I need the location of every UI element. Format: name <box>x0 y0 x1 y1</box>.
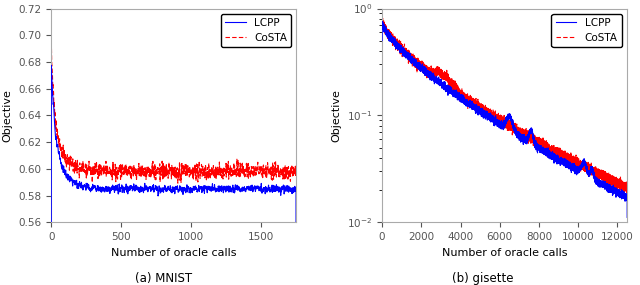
Y-axis label: Objective: Objective <box>332 89 341 142</box>
LCPP <box>125 186 133 189</box>
CoSTA <box>378 51 386 55</box>
LCPP <box>623 216 631 219</box>
LCPP <box>109 187 117 190</box>
CoSTA <box>292 168 300 171</box>
LCPP <box>47 64 55 67</box>
CoSTA <box>441 70 449 73</box>
LCPP <box>134 186 142 189</box>
X-axis label: Number of oracle calls: Number of oracle calls <box>442 248 568 258</box>
LCPP <box>505 113 513 116</box>
CoSTA <box>505 123 513 126</box>
LCPP <box>441 84 449 87</box>
Legend: LCPP, CoSTA: LCPP, CoSTA <box>221 14 291 47</box>
CoSTA <box>379 17 387 20</box>
CoSTA <box>446 80 454 84</box>
X-axis label: Number of oracle calls: Number of oracle calls <box>111 248 237 258</box>
Line: LCPP: LCPP <box>382 22 627 217</box>
LCPP <box>458 95 465 99</box>
CoSTA <box>47 42 55 46</box>
Text: (a) MNIST: (a) MNIST <box>134 272 192 285</box>
CoSTA <box>204 172 211 176</box>
LCPP <box>598 183 605 187</box>
CoSTA <box>598 178 605 182</box>
Line: CoSTA: CoSTA <box>51 44 296 285</box>
CoSTA <box>134 172 142 176</box>
LCPP <box>526 130 534 134</box>
Line: LCPP: LCPP <box>51 65 296 285</box>
CoSTA <box>458 93 465 97</box>
Text: (b) gisette: (b) gisette <box>452 272 514 285</box>
LCPP <box>446 87 454 91</box>
Line: CoSTA: CoSTA <box>382 18 627 194</box>
CoSTA <box>58 148 65 151</box>
CoSTA <box>154 172 161 175</box>
CoSTA <box>623 184 631 188</box>
LCPP <box>58 161 65 164</box>
LCPP <box>204 191 211 194</box>
Legend: LCPP, CoSTA: LCPP, CoSTA <box>552 14 622 47</box>
LCPP <box>378 39 386 42</box>
Y-axis label: Objective: Objective <box>3 89 13 142</box>
CoSTA <box>526 135 534 138</box>
CoSTA <box>109 170 117 174</box>
CoSTA <box>125 168 133 171</box>
CoSTA <box>623 192 630 196</box>
LCPP <box>154 188 161 192</box>
LCPP <box>378 20 386 23</box>
